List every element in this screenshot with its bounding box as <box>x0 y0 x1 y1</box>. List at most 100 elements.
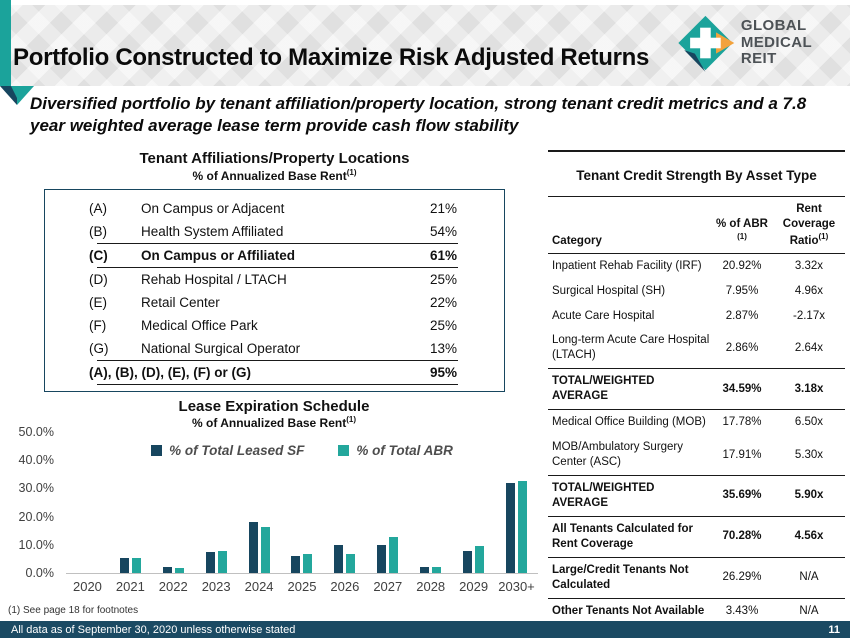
credit-category: TOTAL/WEIGHTED AVERAGE <box>552 375 655 403</box>
credit-ratio: 3.32x <box>794 259 824 272</box>
x-tick-label: 2025 <box>287 579 317 594</box>
chart-title: Lease Expiration Schedule <box>178 398 370 415</box>
credit-row: TOTAL/WEIGHTED AVERAGE 35.69% 5.90x <box>548 476 845 516</box>
affiliations-title: Tenant Affiliations/Property Locations <box>139 150 410 167</box>
y-tick-label: 10.0% <box>18 537 54 552</box>
row-label: Health System Affiliated <box>141 224 284 239</box>
credit-category: Other Tenants Not Available <box>552 604 705 617</box>
header-ratio: Rent Coverage Ratio(1) <box>782 203 836 247</box>
row-label: On Campus or Affiliated <box>141 248 296 263</box>
logo-text: GLOBAL MEDICAL REIT <box>741 18 850 68</box>
y-tick-label: 40.0% <box>18 453 54 468</box>
bar <box>420 566 430 573</box>
x-tick-label: 2030+ <box>498 579 535 594</box>
credit-abr: 17.78% <box>722 416 762 429</box>
divider <box>548 252 845 254</box>
bars <box>280 433 324 574</box>
row-key: (F) <box>89 318 107 333</box>
bars <box>237 433 281 574</box>
credit-table-header-row: Category % of ABR (1) Rent Coverage Rati… <box>548 197 845 253</box>
bars <box>452 433 496 574</box>
bar-group-2030+: 2030+ <box>495 433 538 594</box>
bar-group-2020: 2020 <box>66 433 109 594</box>
divider <box>97 243 458 244</box>
credit-ratio: N/A <box>799 571 819 584</box>
credit-category: Inpatient Rehab Facility (IRF) <box>552 259 702 272</box>
y-axis-labels: 0.0% 10.0% 20.0% 30.0% 40.0% 50.0% <box>10 425 60 580</box>
credit-row: MOB/Ambulatory Surgery Center (ASC) 17.91… <box>548 435 845 475</box>
bars <box>323 433 367 574</box>
x-tick-label: 2027 <box>373 579 403 594</box>
affiliation-row: (E) Retail Center 22% <box>45 291 504 314</box>
legend-swatch-abr <box>338 445 350 456</box>
bar <box>260 526 270 573</box>
footer-bar: All data as of September 30, 2020 unless… <box>0 621 850 638</box>
chart-subtitle: % of Annualized Base Rent(1) <box>191 415 357 430</box>
y-tick-label: 50.0% <box>18 425 54 439</box>
bar <box>506 483 516 573</box>
bar <box>119 558 129 573</box>
bar <box>377 544 387 573</box>
bar <box>463 551 473 573</box>
logo-line2: MEDICAL REIT <box>740 33 812 68</box>
divider <box>548 515 845 517</box>
row-label: On Campus or Adjacent <box>141 201 285 216</box>
affiliation-row: (A) On Campus or Adjacent 21% <box>45 197 504 220</box>
credit-category: Long-term Acute Care Hospital (LTACH) <box>552 334 710 362</box>
divider <box>97 384 458 385</box>
bar <box>248 521 258 573</box>
legend-label-sf: % of Total Leased SF <box>169 443 305 458</box>
accent-ribbon <box>0 0 34 105</box>
row-value: 22% <box>429 295 457 310</box>
bars <box>366 433 410 574</box>
credit-ratio: 6.50x <box>794 416 824 429</box>
x-tick-label: 2028 <box>416 579 446 594</box>
bars <box>151 433 195 574</box>
divider <box>548 196 845 197</box>
affiliations-subtitle: % of Annualized Base Rent(1) <box>192 168 357 183</box>
row-value: 13% <box>429 341 457 356</box>
x-tick-label: 2020 <box>72 579 102 594</box>
credit-abr: 70.28% <box>722 530 762 543</box>
bar <box>303 553 313 573</box>
credit-ratio: 5.30x <box>794 448 824 461</box>
bar-group-2022: 2022 <box>151 433 195 594</box>
x-tick-label: 2023 <box>201 579 231 594</box>
bar-group-2023: 2023 <box>194 433 238 594</box>
credit-ratio: 4.96x <box>794 284 824 297</box>
divider <box>97 267 458 268</box>
bar-group-2025: 2025 <box>280 433 324 594</box>
bar <box>432 566 442 573</box>
header-abr: % of ABR (1) <box>716 217 768 241</box>
credit-category: TOTAL/WEIGHTED AVERAGE <box>552 482 655 509</box>
bar <box>475 546 485 573</box>
credit-abr: 3.43% <box>725 604 759 617</box>
footer-text: All data as of September 30, 2020 unless… <box>11 623 296 636</box>
credit-category: Medical Office Building (MOB) <box>552 416 706 429</box>
row-label: Retail Center <box>141 295 220 310</box>
row-key: (A) <box>89 201 107 216</box>
credit-row: TOTAL/WEIGHTED AVERAGE 34.59% 3.18x <box>548 369 845 409</box>
divider <box>548 597 845 599</box>
company-logo: GLOBAL MEDICAL REIT <box>676 12 850 74</box>
legend-item-abr: % of Total ABR <box>338 443 453 458</box>
row-label: National Surgical Operator <box>141 341 301 356</box>
credit-category: MOB/Ambulatory Surgery Center (ASC) <box>552 441 684 469</box>
credit-table-title: Tenant Credit Strength By Asset Type <box>576 168 817 183</box>
credit-abr: 20.92% <box>722 259 762 272</box>
bars <box>495 433 538 574</box>
bar <box>291 556 301 573</box>
affiliation-row: (G) National Surgical Operator 13% <box>45 337 504 360</box>
row-key: (C) <box>89 248 108 263</box>
credit-ratio: -2.17x <box>793 309 825 322</box>
bar-groups: 2020 2021 2022 2023 2024 2025 2026 2027 2028 2029… <box>66 433 538 594</box>
bar-group-2028: 2028 <box>409 433 453 594</box>
x-tick-label: 2026 <box>330 579 360 594</box>
medical-cross-logo-icon <box>678 15 735 72</box>
credit-row: Long-term Acute Care Hospital (LTACH) 2.8… <box>548 328 845 368</box>
bar-group-2026: 2026 <box>323 433 367 594</box>
credit-row: Medical Office Building (MOB) 17.78% 6.50x <box>548 410 845 435</box>
row-label: Medical Office Park <box>141 318 258 333</box>
row-value: 25% <box>429 318 457 333</box>
bar <box>334 545 344 573</box>
